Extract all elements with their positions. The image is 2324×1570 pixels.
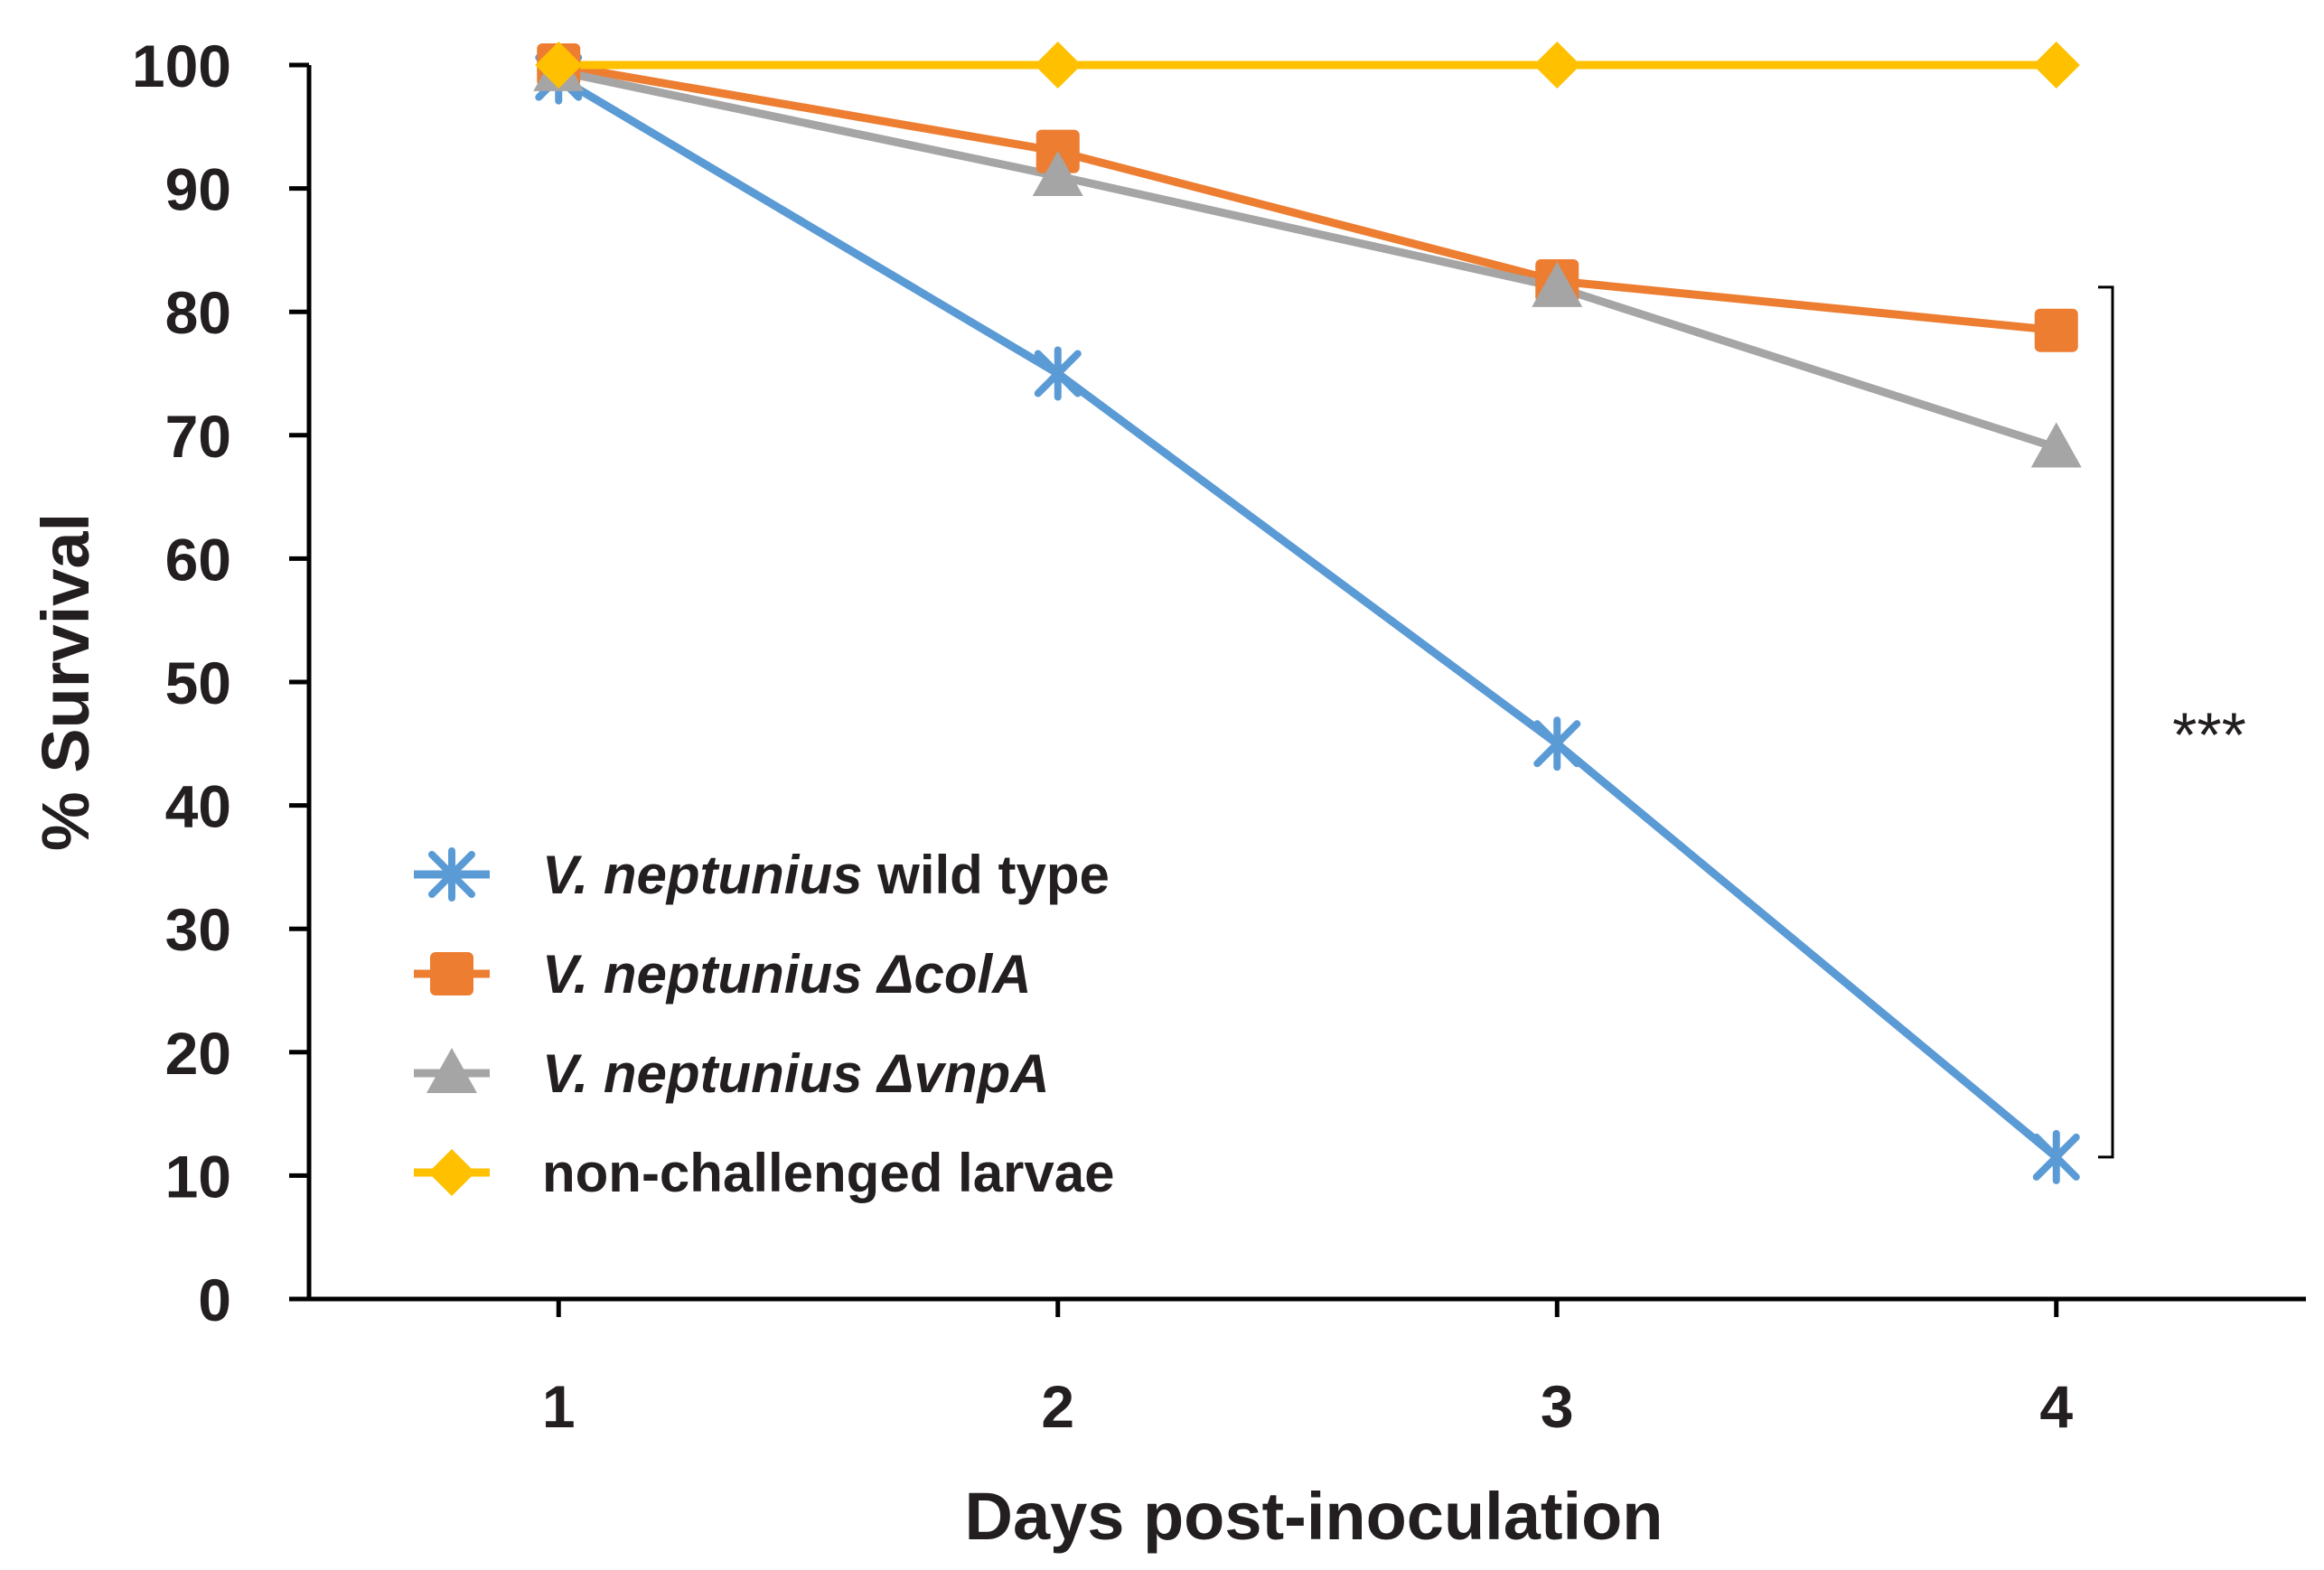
y-axis-title: % Survival [28, 513, 103, 851]
legend-entry-label: V. neptunius ΔvnpA [542, 1043, 1049, 1104]
y-tick-label: 40 [165, 773, 231, 840]
data-point-0 [1533, 716, 1581, 771]
x-ticks: 1 2 3 4 [542, 1299, 2073, 1440]
axes: 0 10 20 30 40 50 60 70 80 90 100 1 2 3 4 [132, 33, 2306, 1440]
legend-marker [426, 1048, 477, 1093]
series-line-1 [558, 61, 2057, 335]
data-point-3 [2032, 42, 2080, 89]
y-tick-label: 0 [198, 1266, 231, 1333]
data-point-2 [1532, 261, 1583, 307]
y-tick-label: 50 [165, 649, 231, 716]
data-point-0 [1034, 346, 1082, 401]
data-point-0 [2032, 1129, 2080, 1184]
significance-annotation: *** [2098, 285, 2246, 1159]
data-point-3 [1034, 42, 1082, 89]
legend-marker [428, 847, 475, 902]
x-tick-label: 1 [542, 1373, 576, 1440]
legend-entry-label: V. neptunius wild type [542, 845, 1110, 905]
legend-entry-label: non-challenged larvae [542, 1143, 1115, 1203]
significance-label: *** [2172, 699, 2246, 770]
data-point-1 [2034, 308, 2078, 352]
y-tick-label: 80 [165, 279, 231, 346]
y-tick-label: 20 [165, 1020, 231, 1087]
significance-bracket [2098, 285, 2114, 1159]
series-lines [556, 61, 2059, 1161]
y-tick-label: 70 [165, 403, 231, 470]
x-tick-label: 2 [1041, 1373, 1074, 1440]
data-point-2 [1032, 150, 1083, 196]
data-point-3 [535, 42, 583, 89]
y-ticks: 0 10 20 30 40 50 60 70 80 90 100 [132, 33, 309, 1333]
legend-entry-label: V. neptunius ΔcolA [542, 944, 1031, 1005]
y-tick-label: 90 [165, 156, 231, 223]
legend-marker [430, 952, 473, 995]
data-point-3 [1533, 42, 1581, 89]
series-line-2 [558, 67, 2058, 452]
series-markers [533, 42, 2082, 1184]
y-tick-label: 60 [165, 526, 231, 593]
legend: V. neptunius wild type V. neptunius ΔcolA… [414, 845, 1115, 1203]
x-axis-title: Days post-inoculation [965, 1479, 1663, 1554]
y-tick-label: 30 [165, 896, 231, 963]
legend-marker [428, 1149, 475, 1196]
data-point-2 [2030, 422, 2082, 468]
x-tick-label: 3 [1541, 1373, 1574, 1440]
x-tick-label: 4 [2039, 1373, 2073, 1440]
series-line-0 [556, 73, 2059, 1161]
y-tick-label: 100 [132, 33, 231, 99]
y-tick-label: 10 [165, 1143, 231, 1210]
